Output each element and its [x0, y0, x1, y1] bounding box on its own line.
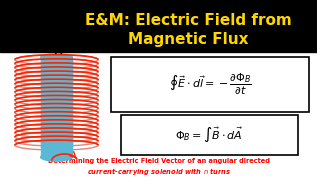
Ellipse shape: [41, 54, 72, 62]
Text: Magnetic Flux: Magnetic Flux: [128, 32, 249, 47]
Bar: [0, 0, 317, 52]
Bar: [41, 147, 72, 157]
Ellipse shape: [41, 153, 72, 161]
Text: $\vec{B}$: $\vec{B}$: [52, 29, 59, 43]
Bar: [121, 115, 298, 155]
Bar: [41, 58, 72, 147]
Text: $\oint \vec{E} \cdot d\vec{l} = -\dfrac{\partial \Phi_B}{\partial t}$: $\oint \vec{E} \cdot d\vec{l} = -\dfrac{…: [169, 72, 252, 97]
Bar: [41, 58, 72, 147]
Ellipse shape: [41, 54, 72, 62]
Text: $\Phi_B = \int \vec{B} \cdot d\vec{A}$: $\Phi_B = \int \vec{B} \cdot d\vec{A}$: [175, 126, 243, 144]
Bar: [111, 57, 309, 112]
Text: E&M: Electric Field from: E&M: Electric Field from: [85, 13, 292, 28]
Text: Determining the Electric Field Vector of an angular directed: Determining the Electric Field Vector of…: [48, 158, 270, 164]
Text: current-carrying solenoid with $n$ turns: current-carrying solenoid with $n$ turns: [87, 166, 231, 177]
